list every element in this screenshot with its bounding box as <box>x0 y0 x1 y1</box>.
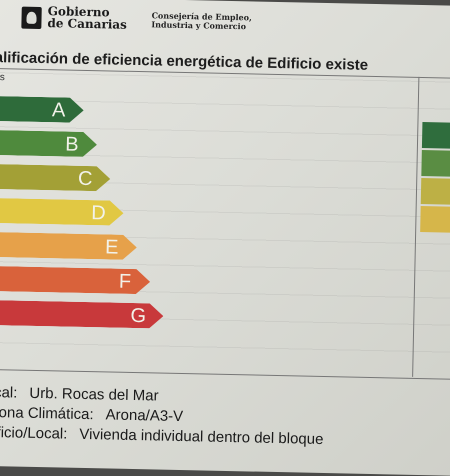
rating-bar-a: A <box>0 96 84 123</box>
info-label: dificio/Local: <box>0 423 68 443</box>
rating-bar-e: E <box>0 232 137 260</box>
info-value: Urb. Rocas del Mar <box>29 384 159 405</box>
rating-bar-d: D <box>0 198 124 226</box>
rating-letter: B <box>65 133 79 156</box>
info-row: dificio/Local: Vivienda individual dentro… <box>0 424 324 448</box>
result-swatch <box>420 177 450 205</box>
department-name: Consejería de Empleo, Industria y Comerc… <box>151 10 252 32</box>
info-value: Arona/A3-V <box>105 406 184 426</box>
result-swatch <box>421 122 450 149</box>
rating-bar-f: F <box>0 266 150 294</box>
scale-note: ás <box>0 72 5 84</box>
rating-bar-b: B <box>0 130 97 157</box>
result-swatch <box>421 149 450 177</box>
rating-bar-c: C <box>0 164 110 192</box>
rating-letter: E <box>104 236 119 259</box>
result-swatch <box>420 205 450 233</box>
info-label: ocal: <box>0 383 18 402</box>
rating-letter: F <box>118 270 132 293</box>
gobierno-canarias-logo-icon <box>21 6 42 29</box>
rating-letter: D <box>91 202 106 225</box>
org-name: Gobierno de Canarias <box>47 4 128 32</box>
info-row: /Zona Climática: Arona/A3-V <box>0 404 183 425</box>
rating-letter: G <box>130 304 147 328</box>
info-label: /Zona Climática: <box>0 403 94 424</box>
rating-letter: C <box>77 167 93 191</box>
rating-bar-g: G <box>0 300 164 329</box>
rating-letter: A <box>51 99 66 122</box>
info-value: Vivienda individual dentro del bloque <box>79 425 324 448</box>
info-row: ocal: Urb. Rocas del Mar <box>0 384 159 405</box>
